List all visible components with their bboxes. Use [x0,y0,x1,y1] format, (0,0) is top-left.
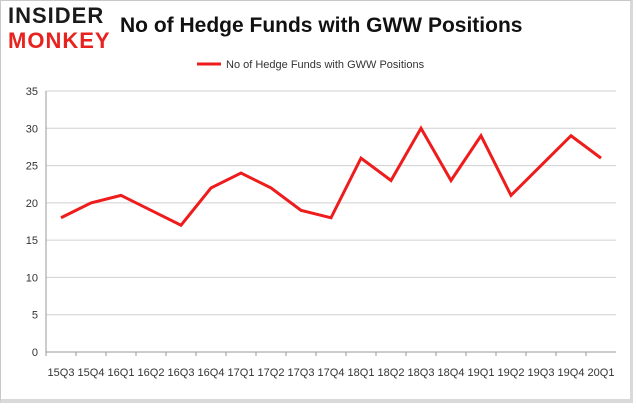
x-tick-label: 17Q1 [228,367,255,379]
gridlines [45,90,616,353]
y-tick-label: 15 [26,235,38,247]
x-tick-label: 15Q4 [78,367,105,379]
x-tick-label: 18Q4 [438,367,465,379]
x-tick-label: 16Q2 [138,367,165,379]
x-tick-label: 19Q3 [528,367,555,379]
x-tick-label: 16Q4 [198,367,225,379]
logo-line-1: INSIDER [8,3,105,28]
legend: No of Hedge Funds with GWW Positions [197,59,425,71]
logo-line-2: MONKEY [8,28,111,53]
chart-title: No of Hedge Funds with GWW Positions [120,14,523,37]
x-tick-label: 20Q1 [588,367,615,379]
plot-area [60,125,602,228]
x-tick-label: 19Q4 [558,367,585,379]
legend-label: No of Hedge Funds with GWW Positions [226,59,425,71]
x-tick-label: 19Q1 [468,367,495,379]
y-tick-label: 35 [26,86,38,98]
y-axis-ticks: 0 5 10 15 20 25 30 35 [26,86,38,359]
x-tick-label: 18Q3 [408,367,435,379]
x-tick-label: 18Q2 [378,367,405,379]
x-tick-label: 17Q3 [288,367,315,379]
x-tick-label: 16Q1 [108,367,135,379]
y-tick-label: 25 [26,161,38,173]
x-tick-label: 15Q3 [48,367,75,379]
x-tick-label: 18Q1 [348,367,375,379]
x-tick-label: 16Q3 [168,367,195,379]
y-tick-label: 30 [26,123,38,135]
y-tick-label: 10 [26,272,38,284]
x-axis-ticks: 15Q3 15Q4 16Q1 16Q2 16Q3 16Q4 17Q1 17Q2 17Q3 17Q4… [45,352,615,379]
series-line [60,125,602,228]
x-tick-label: 17Q2 [258,367,285,379]
x-tick-label: 17Q4 [318,367,345,379]
y-tick-label: 0 [32,347,38,359]
y-tick-label: 5 [32,310,38,322]
insider-monkey-logo: INSIDER MONKEY [8,4,114,54]
x-tick-label: 19Q2 [498,367,525,379]
y-tick-label: 20 [26,198,38,210]
